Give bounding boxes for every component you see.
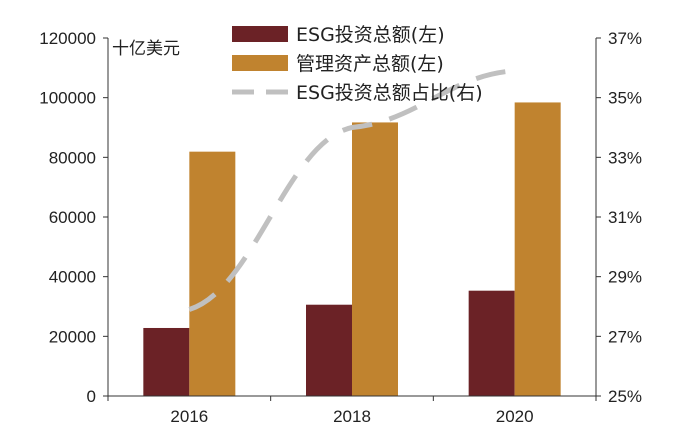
left-tick-label-0: 0 xyxy=(87,387,96,406)
bar-aum-2016 xyxy=(189,151,236,396)
x-tick-label-2018: 2018 xyxy=(333,407,371,426)
left-tick-label-120000: 120000 xyxy=(39,29,96,48)
left-tick-label-20000: 20000 xyxy=(49,327,96,346)
legend-label-2: ESG投资总额占比(右) xyxy=(296,82,483,104)
right-tick-label-33: 33% xyxy=(608,148,642,167)
bar-aum-2018 xyxy=(352,122,398,396)
left-tick-label-40000: 40000 xyxy=(49,268,96,287)
bar-esg-2020 xyxy=(468,290,515,396)
x-tick-label-2020: 2020 xyxy=(496,407,534,426)
left-tick-label-80000: 80000 xyxy=(49,148,96,167)
right-tick-label-29: 29% xyxy=(608,268,642,287)
bar-aum-2020 xyxy=(514,102,561,396)
plot-layer xyxy=(143,68,561,396)
line-esg-share xyxy=(188,68,515,312)
axes-layer: 0 20000 40000 60000 80000 100000 120000 25% 27% 2… xyxy=(39,29,642,426)
legend: ESG投资总额(左) 管理资产总额(左) ESG投资总额占比(右) xyxy=(232,24,483,104)
left-tick-label-100000: 100000 xyxy=(39,89,96,108)
legend-label-1: 管理资产总额(左) xyxy=(296,53,444,75)
right-tick-label-35: 35% xyxy=(608,89,642,108)
bar-esg-2016 xyxy=(143,327,190,396)
left-tick-label-60000: 60000 xyxy=(49,208,96,227)
legend-label-0: ESG投资总额(左) xyxy=(296,24,445,46)
legend-swatch-0 xyxy=(232,26,288,42)
right-tick-label-31: 31% xyxy=(608,208,642,227)
right-tick-label-27: 27% xyxy=(608,327,642,346)
left-axis-unit-label: 十亿美元 xyxy=(112,39,180,59)
bar-esg-2018 xyxy=(306,304,352,396)
right-tick-label-37: 37% xyxy=(608,29,642,48)
legend-swatch-1 xyxy=(232,55,288,71)
x-tick-label-2016: 2016 xyxy=(170,407,208,426)
right-tick-label-25: 25% xyxy=(608,387,642,406)
